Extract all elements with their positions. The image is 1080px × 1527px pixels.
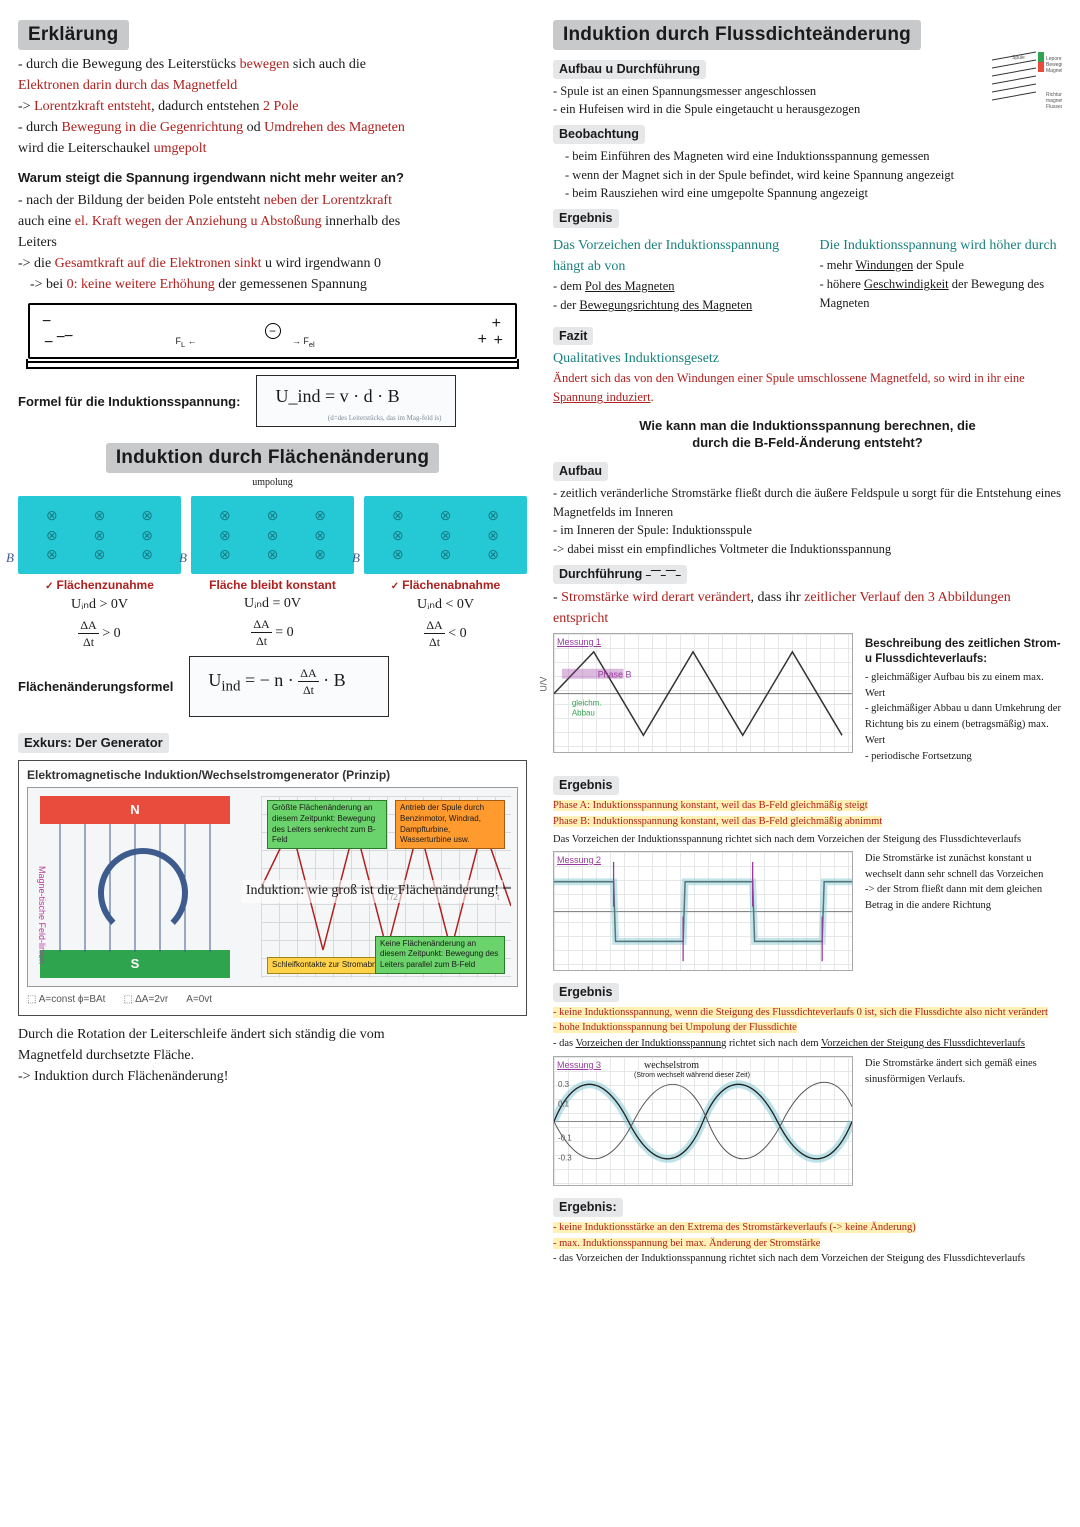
panel-2: ⊗⊗⊗⊗⊗⊗⊗⊗⊗ Fläche bleibt konstant Uᵢₙd = … [191,496,354,650]
heading-flussdichte: Induktion durch Flussdichteänderung [553,20,921,50]
umpolung-label: umpolung [18,475,527,490]
svg-text:Magnets: Magnets [1046,68,1062,74]
subhead-erg4: Ergebnis: [553,1198,623,1217]
erg-right-head: Die Induktionsspannung wird höher durch [820,235,1063,256]
beobachtung-list: - beim Einführen des Magneten wird eine … [565,147,1062,203]
three-panels: ⊗⊗⊗⊗⊗⊗⊗⊗⊗ ✓Flächenzunahme Uᵢₙd > 0V ΔAΔt… [18,496,527,650]
erklaerung-body: - durch die Bewegung des Leiterstücks be… [18,54,527,159]
panel-3: ⊗⊗⊗⊗⊗⊗⊗⊗⊗ ✓Flächenabnahme Uᵢₙd < 0V ΔAΔt… [364,496,527,650]
question-spannung: Warum steigt die Spannung irgendwann nic… [18,169,527,187]
heading-erklaerung: Erklärung [18,20,129,50]
erg-left-head: Das Vorzeichen der Induktionsspannung hä… [553,235,796,277]
generator-legend: ⬚ A=const ϕ=BAt ⬚ ΔA=2vr A=0vt [27,993,518,1007]
subhead-ergebnis: Ergebnis [553,209,619,228]
durch-line: - Stromstärke wird derart verändert, das… [553,587,1062,629]
graph3-note: Die Stromstärke ändert sich gemäß eines … [865,1056,1062,1088]
aufbau2-list: - zeitlich veränderliche Stromstärke fli… [553,484,1062,559]
generator-note: Induktion: wie groß ist die Flächenänder… [242,880,503,903]
generator-box: Elektromagnetische Induktion/Wechselstro… [18,760,527,1016]
erg3: - keine Induktionsspannung, wenn die Ste… [553,1005,1062,1052]
graph3-block: Messung 3 wechselstrom (Strom wechselt w… [553,1056,1062,1186]
heading-exkurs: Exkurs: Der Generator [18,733,169,753]
generator-outro: Durch die Rotation der Leiterschleife än… [18,1024,527,1087]
erg2: Phase A: Induktionsspannung konstant, we… [553,798,1062,830]
formula-label-1: Formel für die Induktionsspannung: [18,393,240,411]
formula-box-1: U_ind = v · d · B (d=des Leiterstücks, d… [256,375,456,427]
svg-text:0.3: 0.3 [558,1080,570,1089]
subhead-fazit: Fazit [553,327,593,346]
heading-flaechen: Induktion durch Flächenänderung [106,443,439,473]
coil-magnet-diagram: Leporello- Bewegung d. Magnets Richtung … [982,50,1062,114]
graph1-block: Messung 1 Phase B gleichm. Abbau U/V Bes… [553,633,1062,765]
question-bfeld: Wie kann man die Induktionsspannung bere… [553,417,1062,452]
rod-tray [26,361,519,369]
formula-box-2: Uind = − n · ΔAΔt · B [189,656,389,717]
svg-text:Spule: Spule [1012,55,1025,61]
graph2: Messung 2 [553,851,853,971]
panel-1: ⊗⊗⊗⊗⊗⊗⊗⊗⊗ ✓Flächenzunahme Uᵢₙd > 0V ΔAΔt… [18,496,181,650]
erg2-note: Das Vorzeichen der Induktionsspannung ri… [553,833,1062,847]
subhead-aufbau: Aufbau u Durchführung [553,60,706,79]
q1-body: - nach der Bildung der beiden Pole entst… [18,190,527,295]
fazit-sub: Qualitatives Induktionsgesetz [553,348,1062,369]
formula-label-2: Flächenänderungsformel [18,678,173,696]
right-column: Induktion durch Flussdichteänderung Lepo… [553,14,1062,1267]
generator-title: Elektromagnetische Induktion/Wechselstro… [27,767,518,783]
subhead-durchfuehrung: Durchführung ⎯⎺⎯⎺⎯ [553,565,687,584]
ergebnis-two-col: Das Vorzeichen der Induktionsspannung hä… [553,235,1062,315]
rod-diagram: − − − − − + + + FL ← → Fel [28,303,517,359]
svg-text:gleichm.: gleichm. [572,698,602,707]
svg-text:0.1: 0.1 [558,1100,570,1109]
svg-text:-0.3: -0.3 [558,1153,572,1162]
svg-text:-0.1: -0.1 [558,1133,572,1142]
graph1: Messung 1 Phase B gleichm. Abbau U/V [553,633,853,753]
left-column: Erklärung - durch die Bewegung des Leite… [18,14,527,1267]
graph3: Messung 3 wechselstrom (Strom wechselt w… [553,1056,853,1186]
subhead-erg2: Ergebnis [553,776,619,795]
graph2-block: Messung 2 Die Stromstärke ist zunächst k… [553,851,1062,971]
generator-diagram: N S Magne-tische Feld-linien [27,787,518,987]
svg-text:Phase B: Phase B [598,669,632,679]
erg4: - keine Induktionsstärke an den Extrema … [553,1220,1062,1267]
subhead-aufbau2: Aufbau [553,462,608,481]
subhead-erg3: Ergebnis [553,983,619,1002]
subhead-beobachtung: Beobachtung [553,125,645,144]
graph1-title: Beschreibung des zeitlichen Strom- u Flu… [865,637,1062,668]
svg-text:Abbau: Abbau [572,708,595,717]
svg-text:Flusses ↓: Flusses ↓ [1046,104,1062,110]
